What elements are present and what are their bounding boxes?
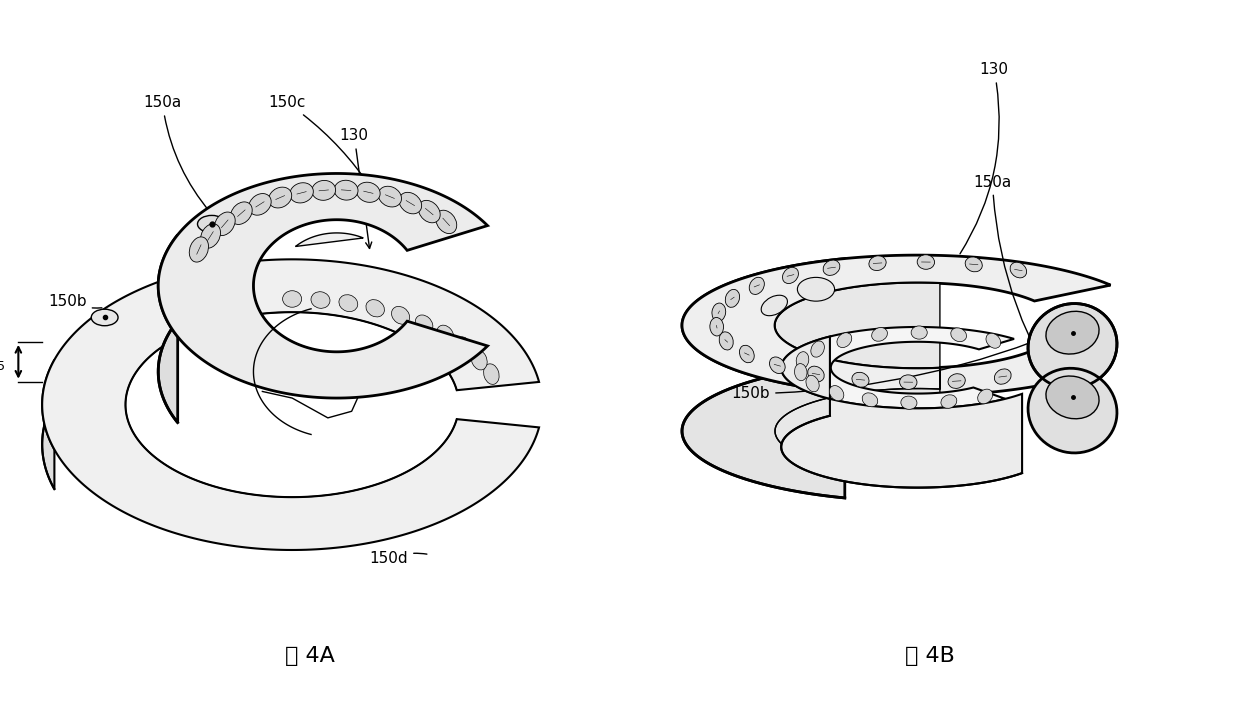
Ellipse shape <box>918 255 935 269</box>
Polygon shape <box>781 327 1014 409</box>
Ellipse shape <box>949 373 965 388</box>
Ellipse shape <box>719 332 733 350</box>
Ellipse shape <box>455 337 472 356</box>
Ellipse shape <box>712 303 725 322</box>
Ellipse shape <box>201 224 221 248</box>
Ellipse shape <box>471 350 487 370</box>
Ellipse shape <box>366 299 384 317</box>
Ellipse shape <box>335 180 358 200</box>
Text: 130: 130 <box>340 129 372 248</box>
Ellipse shape <box>807 366 825 382</box>
Ellipse shape <box>900 396 916 409</box>
Ellipse shape <box>435 210 456 233</box>
Text: 150a: 150a <box>144 95 210 212</box>
Ellipse shape <box>797 277 835 301</box>
Ellipse shape <box>1047 312 1099 354</box>
Ellipse shape <box>941 395 957 409</box>
Ellipse shape <box>339 294 357 312</box>
Ellipse shape <box>231 202 252 225</box>
Ellipse shape <box>795 363 807 381</box>
Ellipse shape <box>283 291 301 307</box>
Ellipse shape <box>761 295 787 316</box>
Ellipse shape <box>190 237 208 262</box>
Polygon shape <box>682 255 1111 396</box>
Polygon shape <box>159 174 487 398</box>
Ellipse shape <box>311 180 336 200</box>
Ellipse shape <box>311 292 330 308</box>
Ellipse shape <box>911 326 928 339</box>
Ellipse shape <box>899 375 916 389</box>
Ellipse shape <box>782 267 799 284</box>
Ellipse shape <box>806 376 820 392</box>
Polygon shape <box>682 258 844 498</box>
Ellipse shape <box>994 369 1011 384</box>
Ellipse shape <box>215 212 236 236</box>
Ellipse shape <box>951 328 966 342</box>
Ellipse shape <box>378 186 402 207</box>
Polygon shape <box>775 283 940 474</box>
Text: 图 4A: 图 4A <box>285 645 335 666</box>
Ellipse shape <box>986 333 1001 348</box>
Ellipse shape <box>418 200 440 223</box>
Ellipse shape <box>739 345 754 363</box>
Text: 150a: 150a <box>973 174 1071 409</box>
Ellipse shape <box>249 194 272 215</box>
Ellipse shape <box>1028 368 1117 453</box>
Text: 150b: 150b <box>48 294 102 309</box>
Ellipse shape <box>415 315 433 333</box>
Ellipse shape <box>709 317 723 336</box>
Ellipse shape <box>965 257 982 272</box>
Text: $P_5$: $P_5$ <box>0 352 6 372</box>
Polygon shape <box>42 259 539 550</box>
Ellipse shape <box>1047 376 1099 419</box>
Ellipse shape <box>977 389 993 404</box>
Ellipse shape <box>392 307 409 325</box>
Polygon shape <box>42 360 55 489</box>
Ellipse shape <box>290 183 314 203</box>
Text: 150d: 150d <box>370 551 427 567</box>
Ellipse shape <box>1028 304 1117 388</box>
Text: 150b: 150b <box>732 327 1070 401</box>
Polygon shape <box>295 233 363 246</box>
Ellipse shape <box>862 393 878 407</box>
Ellipse shape <box>811 341 825 357</box>
Text: 130: 130 <box>960 62 1008 254</box>
Polygon shape <box>781 337 1022 488</box>
Ellipse shape <box>872 327 888 341</box>
Ellipse shape <box>399 192 422 214</box>
Ellipse shape <box>269 187 291 208</box>
Text: 图 4B: 图 4B <box>905 645 955 666</box>
Ellipse shape <box>484 364 500 384</box>
Ellipse shape <box>749 277 764 294</box>
Ellipse shape <box>1011 262 1027 278</box>
Ellipse shape <box>823 260 839 276</box>
Text: 150c: 150c <box>268 95 371 188</box>
Ellipse shape <box>869 256 887 271</box>
Ellipse shape <box>197 215 226 233</box>
Ellipse shape <box>357 182 381 202</box>
Ellipse shape <box>837 332 852 348</box>
Ellipse shape <box>92 309 118 326</box>
Polygon shape <box>159 235 177 423</box>
Ellipse shape <box>436 325 454 344</box>
Ellipse shape <box>796 352 808 368</box>
Ellipse shape <box>725 289 739 307</box>
Ellipse shape <box>830 386 843 401</box>
Ellipse shape <box>770 357 785 373</box>
Ellipse shape <box>852 373 869 387</box>
